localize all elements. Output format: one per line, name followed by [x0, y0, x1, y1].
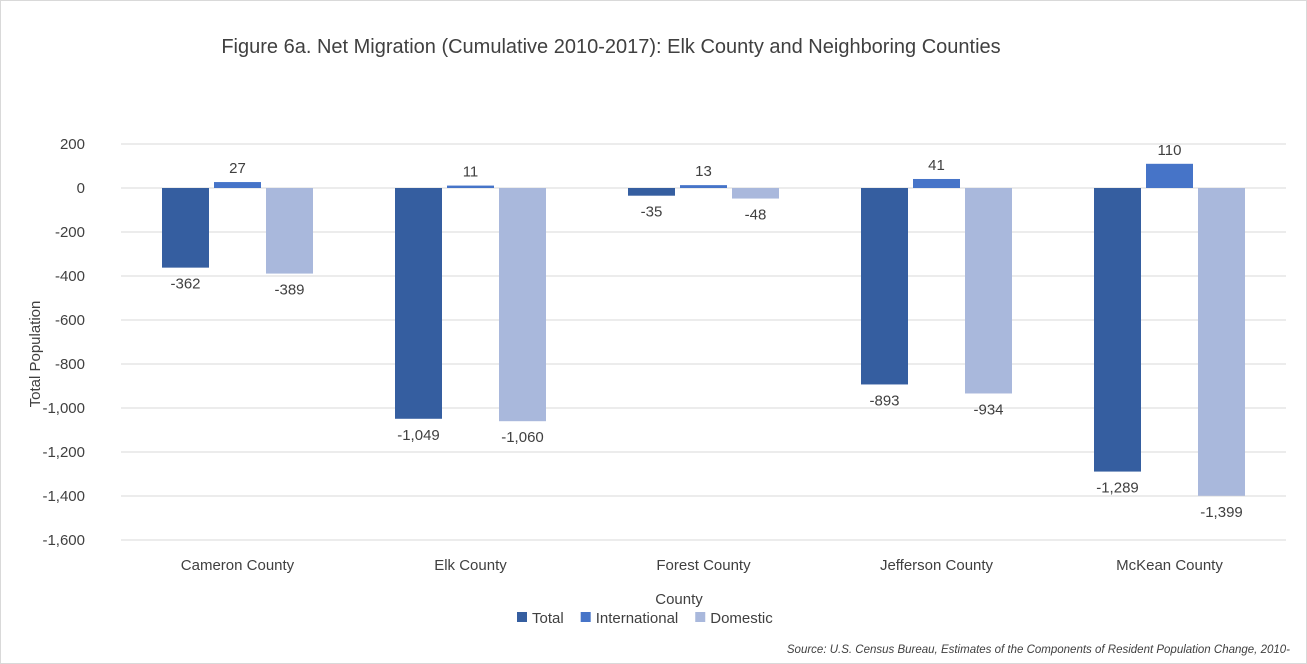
bars: [162, 163, 1245, 496]
data-label: -893: [869, 392, 899, 409]
bar-international: [913, 178, 960, 188]
data-label: 27: [229, 160, 246, 177]
y-tick-label: -800: [55, 356, 85, 373]
y-axis-label: Total Population: [27, 301, 44, 408]
y-tick-label: -400: [55, 268, 85, 285]
y-tick-label: -200: [55, 224, 85, 241]
y-tick-label: 0: [77, 180, 85, 197]
bar-domestic: [965, 188, 1012, 394]
bar-domestic: [266, 188, 313, 274]
y-tick-label: -600: [55, 312, 85, 329]
y-axis-ticks: 200 0 -200 -400 -600 -800 -1,000 -1,200 -1,400 -1…: [42, 136, 85, 549]
data-label: -1,399: [1200, 504, 1243, 521]
legend-swatch-international: [580, 612, 591, 622]
x-tick-label: McKean County: [1116, 557, 1223, 574]
x-tick-label: Cameron County: [181, 557, 295, 574]
x-tick-label: Elk County: [434, 557, 507, 574]
y-tick-label: -1,000: [42, 400, 85, 417]
data-label: 11: [463, 164, 479, 181]
bar-total: [861, 188, 908, 385]
bar-international: [680, 185, 727, 188]
legend-label-international: International: [596, 610, 679, 627]
data-label: 13: [695, 163, 712, 180]
y-tick-label: -1,600: [42, 532, 85, 549]
legend-label-total: Total: [532, 610, 564, 627]
bar-total: [162, 188, 209, 268]
legend: Total International Domestic: [517, 610, 773, 627]
data-label: -1,060: [501, 429, 544, 446]
x-axis-label: County: [655, 591, 703, 608]
bar-international: [214, 182, 261, 188]
y-tick-label: -1,400: [42, 488, 85, 505]
data-label: 110: [1158, 142, 1182, 159]
y-tick-label: -1,200: [42, 444, 85, 461]
data-labels: -362 27 -389 -1,049 11 -1,060 -35 13 -48 -893 41 -9…: [170, 142, 1242, 521]
bar-total: [628, 188, 675, 196]
data-label: -1,289: [1096, 480, 1139, 497]
bar-international: [447, 185, 494, 188]
gridlines: [121, 143, 1286, 541]
x-tick-label: Forest County: [656, 557, 751, 574]
x-axis-ticks: Cameron County Elk County Forest County Jef…: [181, 557, 1224, 574]
legend-label-domestic: Domestic: [710, 610, 773, 627]
bar-total: [395, 188, 442, 419]
legend-swatch-domestic: [695, 612, 706, 622]
data-label: -362: [170, 276, 200, 293]
data-label: -389: [274, 282, 304, 299]
bar-domestic: [499, 188, 546, 422]
data-label: -35: [641, 204, 663, 221]
data-label: 41: [928, 157, 945, 174]
legend-swatch-total: [517, 612, 527, 622]
data-label: -1,049: [397, 427, 440, 444]
bar-domestic: [732, 188, 779, 199]
data-label: -934: [973, 401, 1003, 418]
bar-international: [1146, 163, 1193, 188]
bar-domestic: [1198, 188, 1245, 496]
bar-total: [1094, 188, 1141, 472]
data-label: -48: [745, 207, 767, 224]
source-note: Source: U.S. Census Bureau, Estimates of…: [786, 644, 1290, 656]
y-tick-label: 200: [60, 136, 85, 153]
x-tick-label: Jefferson County: [880, 557, 994, 574]
chart-title: Figure 6a. Net Migration (Cumulative 201…: [221, 36, 1000, 58]
